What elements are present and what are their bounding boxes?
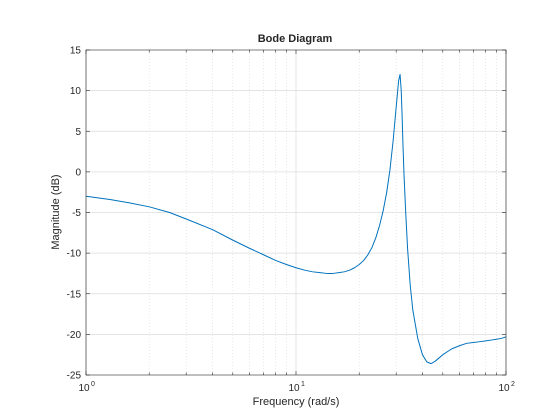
y-tick-label: -5 bbox=[72, 208, 81, 219]
y-tick-label: -25 bbox=[67, 371, 82, 382]
magnitude-series-line bbox=[85, 73, 507, 365]
y-tick-label: 0 bbox=[75, 167, 81, 178]
x-tick-base: 10 bbox=[498, 383, 510, 394]
y-tick-label: -20 bbox=[67, 330, 82, 341]
x-tick-label: 10 2 bbox=[498, 381, 515, 394]
x-tick-labels: 10 0 10 1 10 2 bbox=[78, 381, 515, 394]
grid bbox=[85, 50, 507, 375]
y-tick-label: 15 bbox=[70, 46, 82, 57]
x-tick-exponent: 0 bbox=[91, 381, 95, 388]
y-tick-label: -10 bbox=[67, 249, 82, 260]
x-axis-label: Frequency (rad/s) bbox=[253, 396, 340, 408]
y-axis-label: Magnitude (dB) bbox=[50, 174, 62, 249]
y-tick-label: 10 bbox=[70, 86, 82, 97]
x-tick-label: 10 0 bbox=[78, 381, 95, 394]
y-tick-label: -15 bbox=[67, 289, 82, 300]
series-group bbox=[85, 73, 507, 365]
y-tick-labels: 15 10 5 0 -5 -10 -15 -20 -25 bbox=[67, 46, 82, 382]
x-tick-base: 10 bbox=[288, 383, 300, 394]
x-tick-exponent: 2 bbox=[511, 381, 515, 388]
y-tick-label: 5 bbox=[75, 127, 81, 138]
x-tick-exponent: 1 bbox=[301, 381, 305, 388]
tick-marks bbox=[85, 49, 507, 376]
x-tick-base: 10 bbox=[78, 383, 90, 394]
chart-title: Bode Diagram bbox=[258, 33, 333, 45]
x-tick-label: 10 1 bbox=[288, 381, 305, 394]
